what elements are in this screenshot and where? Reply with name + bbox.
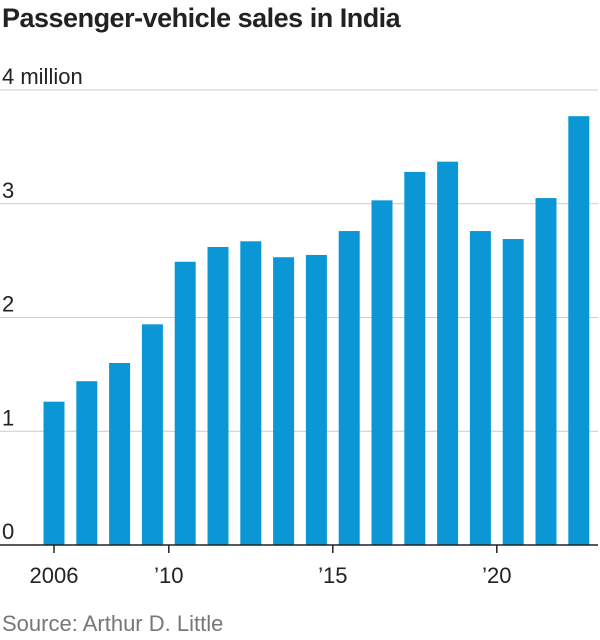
bar-2016 (371, 200, 393, 545)
x-axis: 2006 ’10 ’15 ’20 (0, 544, 598, 588)
y-tick-label: 3 (2, 178, 14, 203)
bar-2008 (109, 363, 131, 545)
chart-title: Passenger-vehicle sales in India (2, 3, 401, 33)
bar-2018 (437, 161, 459, 545)
x-tick-label: ’15 (318, 563, 347, 588)
x-tick-label: 2006 (30, 563, 79, 588)
bar-2006 (43, 401, 65, 545)
source-note: Source: Arthur D. Little (2, 611, 224, 636)
x-tick-label: ’20 (482, 563, 511, 588)
bar-2021 (535, 198, 557, 545)
bar-2010 (174, 261, 196, 545)
bar-2007 (76, 381, 98, 545)
bar-2012 (240, 241, 262, 545)
bar-chart: 0 1 2 3 4 million 2006 ’10 ’15 ’20 (0, 64, 598, 588)
y-tick-label: 1 (2, 405, 14, 430)
bar-2019 (469, 231, 491, 546)
bar-2017 (404, 171, 426, 545)
bar-2011 (207, 246, 229, 545)
bar-2014 (305, 254, 327, 545)
gridlines (0, 89, 598, 432)
bars (43, 116, 590, 546)
y-tick-label: 2 (2, 292, 14, 317)
y-tick-label: 4 million (2, 64, 83, 89)
x-tick-label: ’10 (154, 563, 183, 588)
bar-2013 (273, 257, 295, 545)
bar-2015 (338, 231, 360, 546)
y-tick-labels: 0 1 2 3 4 million (2, 64, 83, 544)
y-tick-label: 0 (2, 519, 14, 544)
bar-2020 (502, 239, 524, 545)
bar-2022 (568, 116, 590, 545)
bar-2009 (141, 324, 163, 545)
